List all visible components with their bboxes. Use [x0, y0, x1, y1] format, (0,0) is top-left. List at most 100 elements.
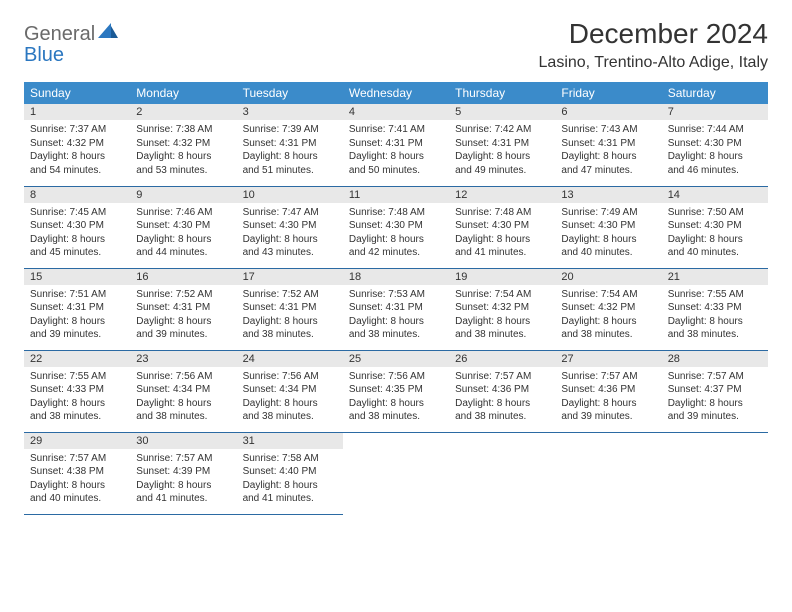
sunrise-text: Sunrise: 7:39 AM — [243, 123, 337, 137]
weekday-header: Thursday — [449, 82, 555, 104]
daylight-text: Daylight: 8 hours and 38 minutes. — [455, 315, 549, 342]
calendar-cell: 20Sunrise: 7:54 AMSunset: 4:32 PMDayligh… — [555, 268, 661, 350]
sunset-text: Sunset: 4:30 PM — [455, 219, 549, 233]
day-number: 23 — [130, 351, 236, 367]
daylight-text: Daylight: 8 hours and 44 minutes. — [136, 233, 230, 260]
daylight-text: Daylight: 8 hours and 38 minutes. — [455, 397, 549, 424]
day-body: Sunrise: 7:44 AMSunset: 4:30 PMDaylight:… — [662, 120, 768, 183]
day-body: Sunrise: 7:52 AMSunset: 4:31 PMDaylight:… — [237, 285, 343, 348]
sunrise-text: Sunrise: 7:53 AM — [349, 288, 443, 302]
day-number: 20 — [555, 269, 661, 285]
logo: General Blue — [24, 18, 119, 66]
calendar-cell: 12Sunrise: 7:48 AMSunset: 4:30 PMDayligh… — [449, 186, 555, 268]
sunset-text: Sunset: 4:30 PM — [136, 219, 230, 233]
calendar-cell: 25Sunrise: 7:56 AMSunset: 4:35 PMDayligh… — [343, 350, 449, 432]
sunrise-text: Sunrise: 7:49 AM — [561, 206, 655, 220]
sunset-text: Sunset: 4:34 PM — [136, 383, 230, 397]
sunset-text: Sunset: 4:33 PM — [668, 301, 762, 315]
sunrise-text: Sunrise: 7:52 AM — [243, 288, 337, 302]
daylight-text: Daylight: 8 hours and 46 minutes. — [668, 150, 762, 177]
sunset-text: Sunset: 4:31 PM — [30, 301, 124, 315]
day-number: 6 — [555, 104, 661, 120]
daylight-text: Daylight: 8 hours and 38 minutes. — [243, 315, 337, 342]
sunset-text: Sunset: 4:39 PM — [136, 465, 230, 479]
daylight-text: Daylight: 8 hours and 43 minutes. — [243, 233, 337, 260]
daylight-text: Daylight: 8 hours and 49 minutes. — [455, 150, 549, 177]
daylight-text: Daylight: 8 hours and 38 minutes. — [561, 315, 655, 342]
sunrise-text: Sunrise: 7:55 AM — [30, 370, 124, 384]
calendar-cell: 19Sunrise: 7:54 AMSunset: 4:32 PMDayligh… — [449, 268, 555, 350]
title-block: December 2024 Lasino, Trentino-Alto Adig… — [539, 18, 768, 72]
day-number: 17 — [237, 269, 343, 285]
daylight-text: Daylight: 8 hours and 40 minutes. — [561, 233, 655, 260]
sunset-text: Sunset: 4:31 PM — [136, 301, 230, 315]
day-body: Sunrise: 7:55 AMSunset: 4:33 PMDaylight:… — [662, 285, 768, 348]
sunset-text: Sunset: 4:30 PM — [668, 137, 762, 151]
calendar-cell: 28Sunrise: 7:57 AMSunset: 4:37 PMDayligh… — [662, 350, 768, 432]
calendar-cell: 13 Sunrise: 7:49 AMSunset: 4:30 PMDayligh… — [555, 186, 661, 268]
day-number: 9 — [130, 187, 236, 203]
sunrise-text: Sunrise: 7:47 AM — [243, 206, 337, 220]
day-body: Sunrise: 7:57 AMSunset: 4:39 PMDaylight:… — [130, 449, 236, 512]
day-number: 29 — [24, 433, 130, 449]
sunrise-text: Sunrise: 7:38 AM — [136, 123, 230, 137]
calendar-cell — [662, 432, 768, 514]
sunset-text: Sunset: 4:31 PM — [455, 137, 549, 151]
day-number: 7 — [662, 104, 768, 120]
sunrise-text: Sunrise: 7:43 AM — [561, 123, 655, 137]
day-body: Sunrise: 7:38 AMSunset: 4:32 PMDaylight:… — [130, 120, 236, 183]
calendar-cell — [449, 432, 555, 514]
sunrise-text: Sunrise: 7:46 AM — [136, 206, 230, 220]
day-number: 13 — [555, 187, 661, 203]
day-number: 24 — [237, 351, 343, 367]
daylight-text: Daylight: 8 hours and 38 minutes. — [30, 397, 124, 424]
calendar-cell: 8Sunrise: 7:45 AMSunset: 4:30 PMDaylight… — [24, 186, 130, 268]
calendar-week: 22Sunrise: 7:55 AMSunset: 4:33 PMDayligh… — [24, 350, 768, 432]
sunrise-text: Sunrise: 7:48 AM — [349, 206, 443, 220]
logo-general: General — [24, 23, 95, 45]
day-number: 5 — [449, 104, 555, 120]
sunset-text: Sunset: 4:32 PM — [30, 137, 124, 151]
day-number: 22 — [24, 351, 130, 367]
daylight-text: Daylight: 8 hours and 38 minutes. — [349, 315, 443, 342]
day-number: 25 — [343, 351, 449, 367]
calendar-week: 1Sunrise: 7:37 AMSunset: 4:32 PMDaylight… — [24, 104, 768, 186]
sunrise-text: Sunrise: 7:42 AM — [455, 123, 549, 137]
day-number: 19 — [449, 269, 555, 285]
location: Lasino, Trentino-Alto Adige, Italy — [539, 54, 768, 72]
sunset-text: Sunset: 4:30 PM — [243, 219, 337, 233]
daylight-text: Daylight: 8 hours and 41 minutes. — [455, 233, 549, 260]
weekday-header: Wednesday — [343, 82, 449, 104]
day-body: Sunrise: 7:54 AMSunset: 4:32 PMDaylight:… — [555, 285, 661, 348]
calendar-cell: 4Sunrise: 7:41 AMSunset: 4:31 PMDaylight… — [343, 104, 449, 186]
sunrise-text: Sunrise: 7:56 AM — [243, 370, 337, 384]
daylight-text: Daylight: 8 hours and 40 minutes. — [668, 233, 762, 260]
calendar-cell: 5 Sunrise: 7:42 AMSunset: 4:31 PMDaylight… — [449, 104, 555, 186]
calendar-cell: 11Sunrise: 7:48 AMSunset: 4:30 PMDayligh… — [343, 186, 449, 268]
sunset-text: Sunset: 4:32 PM — [136, 137, 230, 151]
sunset-text: Sunset: 4:30 PM — [349, 219, 443, 233]
sunset-text: Sunset: 4:30 PM — [561, 219, 655, 233]
sunset-text: Sunset: 4:32 PM — [561, 301, 655, 315]
day-body: Sunrise: 7:41 AMSunset: 4:31 PMDaylight:… — [343, 120, 449, 183]
day-body: Sunrise: 7:58 AMSunset: 4:40 PMDaylight:… — [237, 449, 343, 512]
sunrise-text: Sunrise: 7:57 AM — [561, 370, 655, 384]
daylight-text: Daylight: 8 hours and 38 minutes. — [243, 397, 337, 424]
day-number: 3 — [237, 104, 343, 120]
calendar-cell: 31Sunrise: 7:58 AMSunset: 4:40 PMDayligh… — [237, 432, 343, 514]
sunset-text: Sunset: 4:30 PM — [668, 219, 762, 233]
day-number: 14 — [662, 187, 768, 203]
daylight-text: Daylight: 8 hours and 40 minutes. — [30, 479, 124, 506]
day-number: 1 — [24, 104, 130, 120]
sunset-text: Sunset: 4:36 PM — [455, 383, 549, 397]
calendar-cell: 2Sunrise: 7:38 AMSunset: 4:32 PMDaylight… — [130, 104, 236, 186]
daylight-text: Daylight: 8 hours and 53 minutes. — [136, 150, 230, 177]
day-number: 16 — [130, 269, 236, 285]
sunset-text: Sunset: 4:30 PM — [30, 219, 124, 233]
sunrise-text: Sunrise: 7:41 AM — [349, 123, 443, 137]
day-body: Sunrise: 7:51 AMSunset: 4:31 PMDaylight:… — [24, 285, 130, 348]
calendar-cell: 15Sunrise: 7:51 AMSunset: 4:31 PMDayligh… — [24, 268, 130, 350]
day-body: Sunrise: 7:47 AMSunset: 4:30 PMDaylight:… — [237, 203, 343, 266]
daylight-text: Daylight: 8 hours and 39 minutes. — [136, 315, 230, 342]
day-number: 10 — [237, 187, 343, 203]
